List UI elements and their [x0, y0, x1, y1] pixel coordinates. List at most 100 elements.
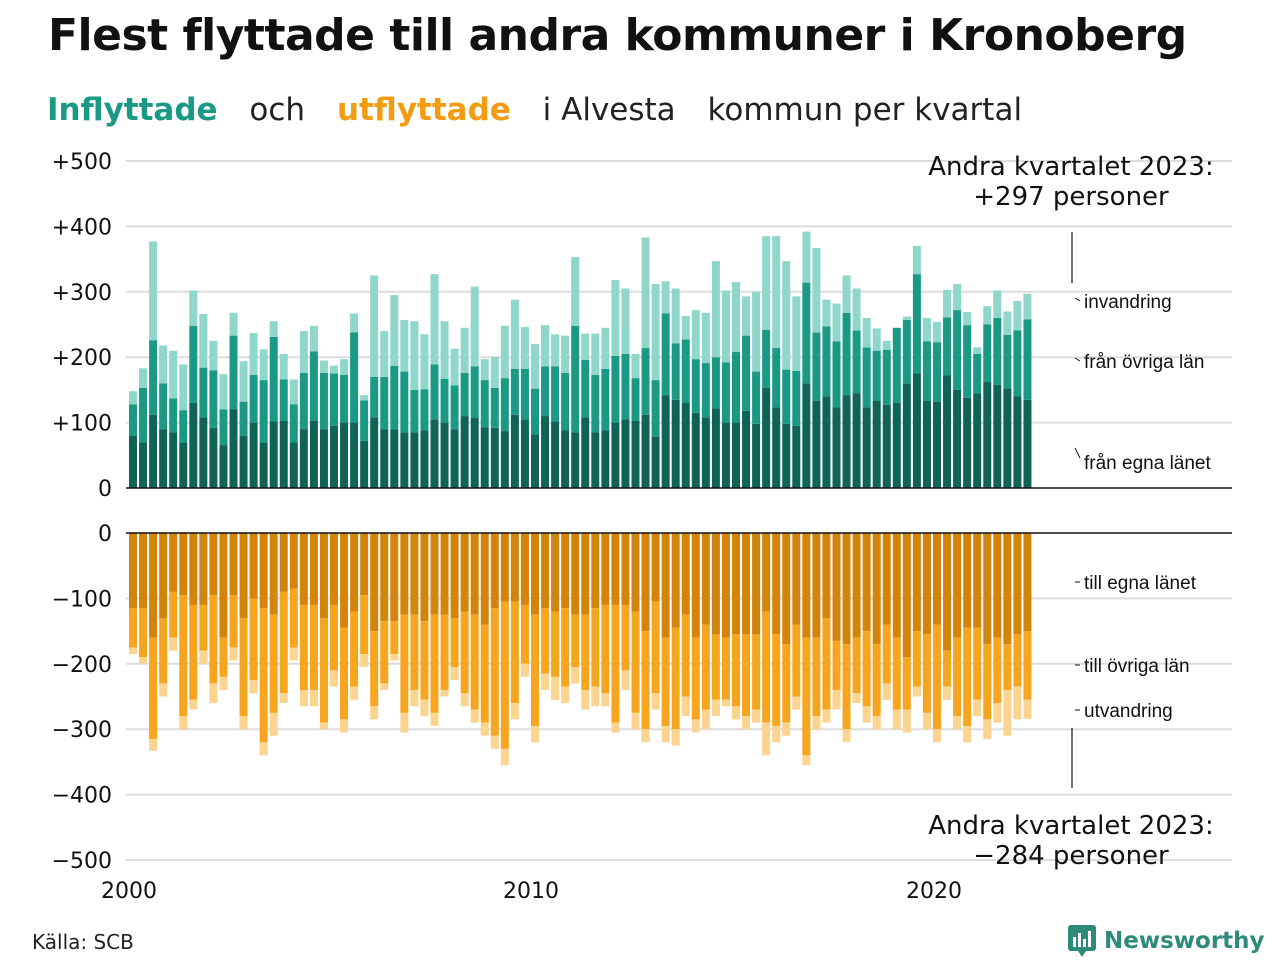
inflow-other-bar: [370, 376, 379, 418]
inflow-own-bar: [1013, 396, 1022, 488]
outflow-emigration-bar: [440, 689, 449, 697]
outflow-other-bar: [601, 604, 610, 694]
outflow-own-bar: [973, 533, 982, 628]
outflow-emigration-bar: [189, 699, 198, 710]
inflow-own-bar: [762, 387, 771, 488]
outflow-other-bar: [430, 614, 439, 713]
outflow-emigration-bar: [601, 693, 610, 707]
outflow-emigration-bar: [299, 689, 308, 707]
outflow-other-bar: [671, 627, 680, 730]
outflow-emigration-bar: [340, 719, 349, 733]
outflow-emigration-bar: [762, 722, 771, 756]
outflow-emigration-bar: [943, 686, 952, 700]
inflow-other-bar: [390, 365, 399, 430]
outflow-emigration-bar: [631, 712, 640, 730]
inflow-own-bar: [470, 418, 479, 488]
inflow-immigration-bar: [902, 316, 911, 320]
inflow-own-bar: [902, 383, 911, 488]
inflow-other-bar: [742, 335, 751, 411]
inflow-own-bar: [139, 442, 148, 488]
y-tick-label-top: 0: [98, 477, 112, 502]
inflow-other-bar: [129, 404, 137, 436]
inflow-other-bar: [902, 319, 911, 384]
outflow-other-bar: [963, 627, 972, 726]
inflow-immigration-bar: [993, 290, 1002, 318]
outflow-own-bar: [953, 533, 962, 638]
outflow-own-bar: [691, 533, 700, 638]
outflow-own-bar: [319, 533, 328, 619]
chart-subtitle: Inflyttade och utflyttade i Alvesta komm…: [47, 92, 1044, 128]
inflow-immigration-bar: [450, 348, 459, 386]
inflow-immigration-bar: [591, 333, 600, 375]
outflow-own-bar: [159, 533, 168, 619]
stacked-bar-chart: +500 +400 +300 +200 +100 0 0 −100 −200 −300 −400 −5…: [52, 150, 1232, 900]
inflow-other-bar: [591, 374, 600, 433]
inflow-immigration-bar: [470, 286, 479, 367]
outflow-own-bar: [390, 533, 399, 622]
outflow-emigration-bar: [571, 667, 580, 684]
inflow-own-bar: [460, 416, 469, 488]
outflow-emigration-bar: [581, 689, 590, 710]
outflow-own-bar: [500, 533, 509, 602]
inflow-immigration-bar: [430, 274, 439, 365]
inflow-other-bar: [430, 364, 439, 420]
outflow-other-bar: [701, 624, 710, 710]
outflow-other-bar: [219, 637, 228, 677]
inflow-own-bar: [319, 429, 328, 488]
inflow-immigration-bar: [520, 327, 529, 369]
inflow-immigration-bar: [983, 306, 992, 325]
outflow-emigration-bar: [269, 712, 278, 736]
inflow-own-bar: [953, 389, 962, 488]
outflow-own-bar: [631, 533, 640, 612]
inflow-own-bar: [782, 423, 791, 488]
outflow-own-bar: [661, 533, 670, 638]
outflow-own-bar: [179, 533, 188, 596]
outflow-other-bar: [239, 618, 248, 717]
inflow-own-bar: [330, 425, 338, 488]
outflow-own-bar: [641, 533, 650, 632]
outflow-other-bar: [169, 591, 178, 638]
outflow-emigration-bar: [983, 719, 992, 740]
outflow-emigration-bar: [259, 742, 268, 756]
inflow-other-bar: [380, 376, 389, 430]
outflow-own-bar: [249, 533, 258, 599]
inflow-other-bar: [691, 359, 700, 413]
subtitle-outflow: utflyttade: [336, 92, 511, 128]
inflow-immigration-bar: [812, 247, 821, 333]
inflow-own-bar: [531, 434, 539, 488]
y-tick-label-top: +300: [52, 281, 112, 306]
outflow-emigration-bar: [179, 716, 188, 730]
inflow-other-bar: [571, 325, 580, 433]
inflow-own-bar: [420, 430, 429, 488]
outflow-own-bar: [832, 533, 841, 641]
outflow-emigration-bar: [139, 657, 148, 664]
outflow-emigration-bar: [681, 696, 690, 717]
inflow-immigration-bar: [139, 368, 148, 388]
inflow-immigration-bar: [400, 319, 409, 372]
inflow-immigration-bar: [289, 379, 298, 405]
outflow-emigration-bar: [370, 706, 379, 720]
outflow-emigration-bar: [410, 689, 419, 707]
y-tick-label-top: +200: [52, 346, 112, 371]
outflow-other-bar: [752, 634, 761, 710]
inflow-immigration-bar: [792, 296, 801, 371]
outflow-emigration-bar: [420, 699, 429, 717]
outflow-other-bar: [309, 604, 318, 690]
inflow-other-bar: [460, 372, 469, 417]
inflow-immigration-bar: [169, 350, 178, 399]
inflow-other-bar: [561, 372, 570, 431]
outflow-own-bar: [480, 533, 489, 625]
inflow-other-bar: [661, 313, 670, 396]
outflow-other-bar: [721, 637, 730, 700]
inflow-immigration-bar: [571, 257, 580, 326]
outflow-emigration-bar: [892, 709, 901, 730]
inflow-other-bar: [340, 374, 349, 423]
outflow-other-bar: [772, 634, 781, 726]
inflow-immigration-bar: [933, 321, 941, 343]
inflow-immigration-bar: [159, 345, 168, 384]
inflow-other-bar: [732, 351, 740, 423]
inflow-other-bar: [259, 380, 268, 443]
inflow-immigration-bar: [701, 312, 710, 364]
outflow-emigration-bar: [239, 716, 248, 730]
outflow-other-bar: [732, 634, 740, 707]
